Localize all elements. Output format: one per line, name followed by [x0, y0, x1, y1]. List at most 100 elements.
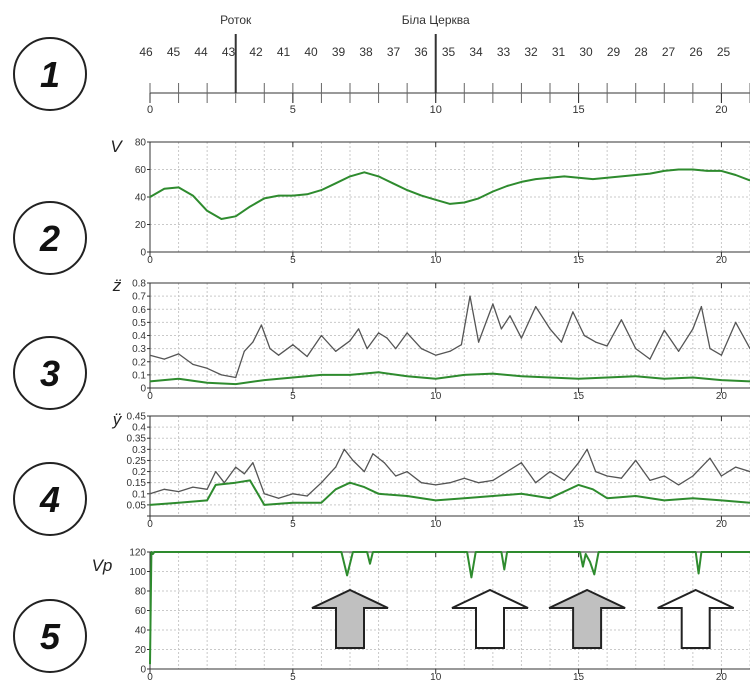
- kilometre-label: 26: [689, 45, 703, 59]
- data-point: [263, 197, 265, 199]
- data-point: [579, 551, 581, 553]
- panel-number-badge: 5: [13, 599, 87, 673]
- data-point: [349, 175, 351, 177]
- data-point: [735, 466, 737, 468]
- data-point: [292, 376, 294, 379]
- data-point: [586, 448, 588, 450]
- data-point: [243, 473, 245, 475]
- data-point: [192, 363, 194, 365]
- data-point: [269, 348, 271, 350]
- data-point: [192, 195, 194, 197]
- block-arrow: [451, 588, 529, 649]
- y-tick-label: 0.2: [132, 467, 146, 478]
- y-axis-label: ÿ: [112, 410, 123, 429]
- data-point: [475, 551, 477, 553]
- kilometre-label: 39: [332, 45, 346, 59]
- y-tick-label: 0.4: [132, 423, 146, 434]
- data-point: [435, 499, 437, 501]
- data-point: [163, 188, 165, 190]
- track-scheme-panel: 46 45 44 43 42 41 40 39 38 37 36 35 34 33 32 31 30 29 28 27…: [139, 13, 750, 116]
- data-point: [663, 170, 665, 172]
- data-point: [320, 334, 322, 337]
- y-tick-label: 80: [135, 138, 147, 149]
- data-point: [369, 563, 371, 565]
- data-point: [335, 182, 337, 184]
- x-tick-label: 10: [430, 391, 442, 402]
- data-point: [572, 311, 574, 313]
- x-tick-label: 5: [290, 672, 296, 683]
- y-tick-label: 0.15: [127, 478, 147, 489]
- data-point: [635, 174, 637, 176]
- data-point: [578, 378, 580, 380]
- kilometre-label: 28: [634, 45, 648, 59]
- y-tick-label: 60: [135, 165, 147, 176]
- data-point: [520, 181, 523, 183]
- data-point: [292, 493, 294, 495]
- data-point: [663, 378, 665, 380]
- data-point: [152, 553, 154, 555]
- y-tick-label: 0.05: [127, 500, 147, 511]
- data-point: [406, 332, 408, 334]
- data-point: [463, 374, 465, 376]
- x-tick-label: 15: [572, 104, 584, 116]
- data-point: [372, 551, 374, 553]
- panel-number-label: 1: [40, 54, 60, 95]
- panel-number-badge: 1: [13, 37, 87, 111]
- data-point: [206, 210, 208, 212]
- data-point: [349, 374, 351, 376]
- x-tick-label: 10: [430, 672, 442, 683]
- data-point: [698, 572, 700, 575]
- panel-number-circle: [13, 462, 87, 536]
- data-point: [306, 193, 308, 195]
- data-point: [335, 488, 337, 490]
- x-tick-label: 5: [290, 104, 296, 116]
- data-point: [153, 551, 155, 553]
- data-point: [363, 486, 365, 488]
- data-point: [406, 471, 408, 473]
- kilometre-label: 38: [359, 45, 373, 59]
- x-tick-label: 10: [430, 104, 442, 116]
- series-line-1: [149, 295, 750, 379]
- y-tick-label: 80: [135, 587, 147, 598]
- data-point: [506, 185, 508, 187]
- panel-number-label: 4: [39, 479, 60, 520]
- plot-panel-3: 00.10.20.30.40.50.60.70.80 5 10 15 20z̈: [112, 276, 750, 402]
- series-line-2: [149, 479, 750, 506]
- x-tick-label: 20: [715, 104, 727, 116]
- data-point: [692, 475, 694, 477]
- data-point: [470, 576, 472, 579]
- data-point: [500, 551, 502, 553]
- data-point: [620, 477, 623, 479]
- data-point: [363, 471, 365, 473]
- data-point: [709, 457, 711, 459]
- data-point: [406, 375, 408, 377]
- series-line-2: [149, 371, 750, 386]
- data-point: [563, 175, 565, 177]
- data-point: [606, 376, 608, 379]
- x-tick-label: 15: [573, 519, 585, 530]
- data-point: [503, 568, 505, 571]
- data-point: [260, 324, 262, 326]
- data-point: [278, 195, 280, 197]
- data-point: [220, 218, 222, 220]
- data-point: [706, 170, 708, 172]
- data-point: [492, 479, 494, 481]
- data-point: [263, 504, 265, 506]
- data-point: [463, 497, 465, 499]
- data-point: [235, 482, 237, 484]
- data-point: [149, 380, 151, 382]
- data-point: [178, 186, 180, 188]
- data-point: [535, 482, 537, 484]
- kilometre-label: 35: [442, 45, 456, 59]
- y-tick-label: 0: [140, 384, 146, 395]
- y-tick-label: 0.2: [132, 357, 146, 368]
- x-tick-label: 20: [716, 255, 728, 266]
- data-point: [449, 350, 451, 352]
- y-tick-label: 0.3: [132, 344, 146, 355]
- data-point: [163, 358, 165, 360]
- panel-number-circle: [13, 201, 87, 275]
- data-point: [306, 495, 308, 497]
- y-tick-label: 0.3: [132, 445, 146, 456]
- data-point: [420, 195, 422, 197]
- block-arrow: [657, 588, 735, 649]
